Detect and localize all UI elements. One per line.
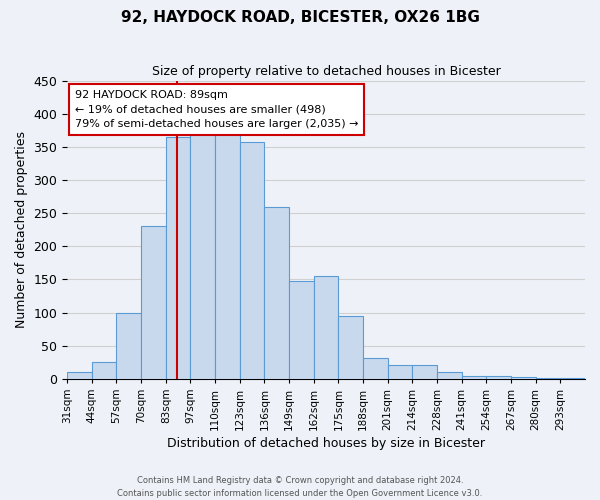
Bar [314,276,338,379]
Bar [116,312,141,379]
Text: 92, HAYDOCK ROAD, BICESTER, OX26 1BG: 92, HAYDOCK ROAD, BICESTER, OX26 1BG [121,10,479,25]
Text: Contains HM Land Registry data © Crown copyright and database right 2024.
Contai: Contains HM Land Registry data © Crown c… [118,476,482,498]
Bar [487,376,511,379]
Bar [511,377,536,379]
Bar [363,358,388,379]
Bar [141,226,166,379]
Bar [536,378,560,379]
Title: Size of property relative to detached houses in Bicester: Size of property relative to detached ho… [152,65,500,78]
Y-axis label: Number of detached properties: Number of detached properties [15,131,28,328]
Bar [67,372,92,379]
Text: 92 HAYDOCK ROAD: 89sqm
← 19% of detached houses are smaller (498)
79% of semi-de: 92 HAYDOCK ROAD: 89sqm ← 19% of detached… [75,90,358,129]
X-axis label: Distribution of detached houses by size in Bicester: Distribution of detached houses by size … [167,437,485,450]
Bar [437,372,462,379]
Bar [388,365,412,379]
Bar [166,137,190,379]
Bar [92,362,116,379]
Bar [462,376,487,379]
Bar [190,132,215,379]
Bar [412,365,437,379]
Bar [240,142,265,379]
Bar [265,206,289,379]
Bar [338,316,363,379]
Bar [560,378,585,379]
Bar [289,282,314,379]
Bar [215,131,240,379]
